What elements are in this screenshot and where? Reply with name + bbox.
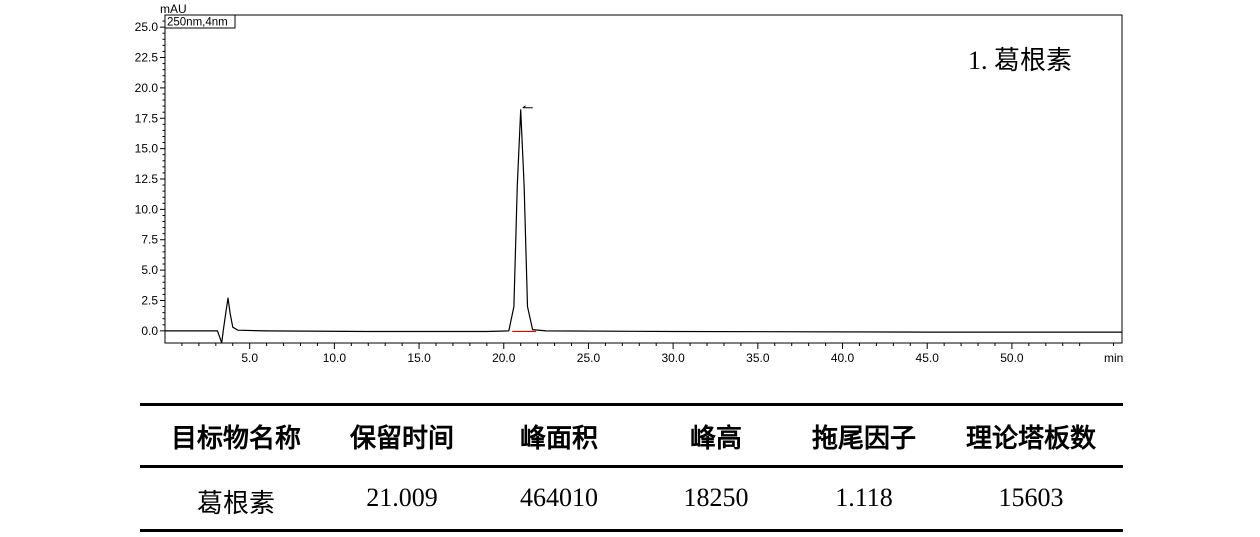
legend-box [164, 14, 236, 29]
y-tick-label-2: 5.0 [141, 263, 158, 277]
y-tick-label-8: 20.0 [135, 81, 159, 95]
header-retention-time: 保留时间 [349, 423, 454, 453]
table-bottom-rule [140, 529, 1123, 532]
y-tick-label-9: 22.5 [135, 51, 159, 65]
y-tick-label-3: 7.5 [141, 233, 158, 247]
x-tick-label-7: 40.0 [831, 351, 855, 365]
x-tick-label-8: 45.0 [916, 351, 940, 365]
header-compound-name: 目标物名称 [170, 423, 301, 453]
y-tick-label-4: 10.0 [135, 202, 159, 216]
header-theoretical-plates: 理论塔板数 [965, 423, 1096, 453]
header-peak-area: 峰面积 [519, 423, 598, 453]
y-tick-label-0: 0.0 [141, 324, 158, 338]
x-tick-label-3: 20.0 [492, 351, 516, 365]
cell-retention-time: 21.009 [366, 483, 438, 512]
header-peak-height: 峰高 [689, 423, 742, 453]
y-axis: 0.0 2.5 5.0 7.5 10.0 12.5 15.0 17.5 20.0 22.5 25.0 [135, 20, 165, 338]
cell-compound-name: 葛根素 [196, 489, 275, 518]
cell-tailing-factor: 1.118 [835, 483, 893, 512]
y-tick-label-6: 15.0 [135, 142, 159, 156]
table-header-rule [140, 465, 1123, 468]
y-tick-label-10: 25.0 [135, 20, 159, 34]
y-tick-label-1: 2.5 [141, 293, 158, 307]
x-tick-label-6: 35.0 [746, 351, 770, 365]
chromatogram-chart: 0.0 2.5 5.0 7.5 10.0 12.5 15.0 17.5 20.0 22.5 25.0… [135, 2, 1124, 365]
cell-theoretical-plates: 15603 [998, 483, 1064, 512]
x-tick-label-4: 25.0 [577, 351, 601, 365]
cell-peak-height: 18250 [683, 483, 749, 512]
x-tick-label-1: 10.0 [323, 351, 347, 365]
y-tick-label-5: 12.5 [135, 172, 159, 186]
compound-annotation: 1. 葛根素 [968, 46, 1073, 75]
cell-peak-area: 464010 [520, 483, 598, 512]
table-top-rule [140, 403, 1123, 406]
y-axis-label: mAU [160, 2, 187, 16]
series-layer [165, 105, 1122, 344]
header-tailing-factor: 拖尾因子 [811, 423, 916, 453]
series-line-0 [165, 109, 1122, 344]
peak-apex-marker [522, 105, 533, 109]
x-tick-label-2: 15.0 [407, 351, 431, 365]
y-tick-label-7: 17.5 [135, 111, 159, 125]
x-tick-label-9: 50.0 [1000, 351, 1024, 365]
x-tick-label-5: 30.0 [661, 351, 685, 365]
x-axis-label: min [1104, 351, 1123, 365]
x-axis: 5.0 10.0 15.0 20.0 25.0 30.0 35.0 40.0 45.0 50.0 [181, 343, 1115, 365]
x-tick-label-0: 5.0 [241, 351, 258, 365]
legend-label: 250nm,4nm [167, 17, 228, 29]
